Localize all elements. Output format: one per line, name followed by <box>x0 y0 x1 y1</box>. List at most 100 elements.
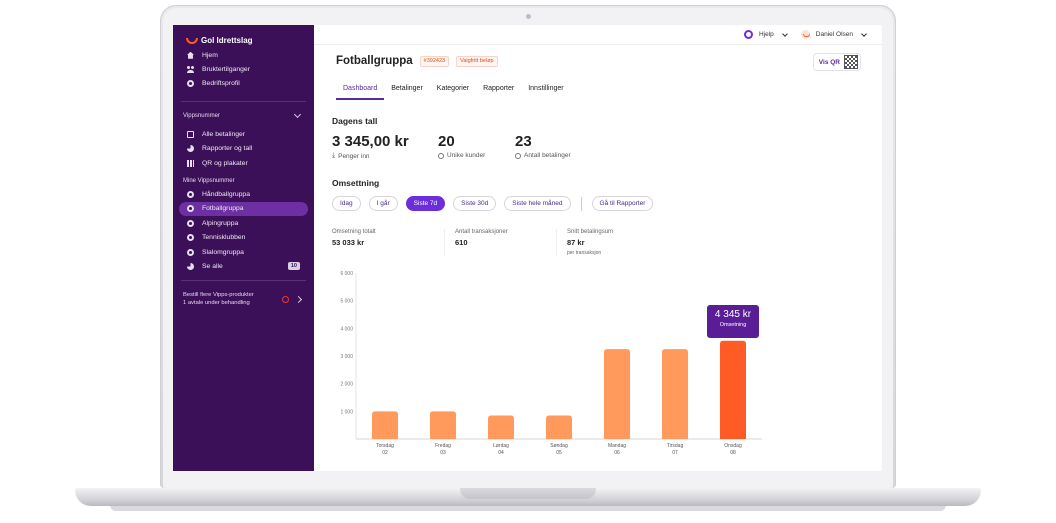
today-heading: Dagens tall <box>332 116 378 126</box>
tab-bar: Dashboard Betalinger Kategorier Rapporte… <box>336 81 571 100</box>
sidebar-divider <box>181 101 306 103</box>
download-icon: ⤓ <box>332 152 336 159</box>
y-tick-label: 4 000 <box>340 326 353 332</box>
go-to-reports-button[interactable]: Gå til Rapporter <box>591 196 654 211</box>
tab-dashboard[interactable]: Dashboard <box>336 81 385 100</box>
camera-icon <box>526 14 531 19</box>
sidebar-item-users[interactable]: Bruktertilganger <box>173 62 314 76</box>
eye-icon <box>438 152 444 159</box>
sidebar-item-company-profile[interactable]: Bedriftsprofil <box>173 77 314 91</box>
x-tick-label: Tirsdag <box>667 443 684 449</box>
filter-today[interactable]: Idag <box>332 196 361 211</box>
order-products-link[interactable]: Bestill flere Vipps-produkter 1 avtale u… <box>183 291 304 307</box>
tab-settings[interactable]: Innstillinger <box>528 85 564 92</box>
sidebar-item-label: Rapporter og tall <box>202 145 253 153</box>
filter-yesterday[interactable]: I går <box>368 196 398 211</box>
filter-last-month[interactable]: Siste hele måned <box>504 196 571 211</box>
tab-reports[interactable]: Rapporter <box>483 85 515 92</box>
pie-chart-icon <box>187 145 194 153</box>
gear-icon <box>187 80 194 88</box>
x-tick-label: Torsdag <box>376 443 394 449</box>
sidebar-item-label: Bedriftsprofil <box>202 80 240 88</box>
page-header: Fotballgruppa #392423 Valgfritt beløp <box>336 55 498 67</box>
check-circle-icon <box>515 152 521 159</box>
chevron-down-icon[interactable] <box>781 30 788 37</box>
org-brand[interactable]: Gol Idrettslag <box>173 25 314 45</box>
x-tick-label: 04 <box>498 450 504 456</box>
filter-last-30d[interactable]: Siste 30d <box>453 196 497 211</box>
y-tick-label: 5 000 <box>340 299 353 305</box>
list-icon <box>187 130 194 138</box>
chevron-down-icon[interactable] <box>861 30 867 37</box>
stat-value: 20 <box>438 133 455 150</box>
chart-bar <box>546 415 572 439</box>
y-tick-label: 2 000 <box>340 382 353 388</box>
laptop-base-shadow <box>110 505 946 511</box>
stat-unique-customers: 20 Unike kunder <box>438 133 485 159</box>
sidebar-item-label: Alpingruppa <box>202 219 239 227</box>
help-menu[interactable]: Hjelp <box>758 31 774 38</box>
kpi-label: Omsetning totalt <box>332 229 376 235</box>
x-tick-label: 05 <box>556 450 562 456</box>
sidebar-item-alpine[interactable]: Alpingruppa <box>173 216 314 230</box>
tab-categories[interactable]: Kategorier <box>436 85 470 92</box>
sidebar-item-all-payments[interactable]: Alle betalinger <box>173 127 314 141</box>
kpi-value: 53 033 kr <box>332 238 365 247</box>
x-tick-label: 06 <box>614 450 620 456</box>
order-subtitle: 1 avtale under behandling <box>183 300 250 306</box>
kpi-average: Snitt betalingsum 87 kr per transaksjon <box>556 229 668 256</box>
tooltip-value: 4 345 kr <box>714 308 752 320</box>
x-tick-label: 03 <box>440 450 446 456</box>
sidebar-item-label: Fotballgruppa <box>202 205 244 213</box>
vipps-number-icon <box>187 191 194 199</box>
x-tick-label: 07 <box>672 450 678 456</box>
stat-payment-count: 23 Antall betalinger <box>515 133 571 159</box>
x-tick-label: Fredag <box>435 443 451 449</box>
sidebar-item-tennis[interactable]: Tennisklubben <box>173 231 314 245</box>
sidebar-item-qr[interactable]: QR og plakater <box>173 156 314 170</box>
sidebar-item-label: Hjem <box>202 51 218 59</box>
pending-status-icon <box>282 295 289 303</box>
chart-bar <box>604 349 630 439</box>
stat-label: Penger inn <box>338 152 370 160</box>
vipps-section-toggle[interactable]: Vippsnummer <box>173 110 314 122</box>
main-content: Hjelp Daniel Olsen Fotballgruppa #392423… <box>314 25 882 471</box>
chart-bar <box>720 340 746 439</box>
kpi-value: 610 <box>455 238 468 247</box>
vipps-number-tag: #392423 <box>419 55 450 67</box>
chevron-down-icon <box>293 111 302 119</box>
kpi-label: Antall transaksjoner <box>455 229 508 235</box>
filter-last-7d[interactable]: Siste 7d <box>405 196 446 211</box>
sidebar-item-label: Tennisklubben <box>202 234 246 242</box>
revenue-heading: Omsettning <box>332 178 380 188</box>
x-tick-label: Onsdag <box>724 443 742 449</box>
vipps-number-icon <box>187 248 194 256</box>
app-screen: Gol Idrettslag Hjem Bruktertilganger Bed… <box>173 25 882 471</box>
sidebar-item-reports[interactable]: Rapporter og tall <box>173 142 314 156</box>
show-qr-button[interactable]: Vis QR <box>812 53 861 71</box>
revenue-kpis: Omsetning totalt 53 033 kr Antall transa… <box>332 229 668 256</box>
sidebar-item-slalom[interactable]: Slalomgruppa <box>173 245 314 259</box>
sidebar: Gol Idrettslag Hjem Bruktertilganger Bed… <box>173 25 314 471</box>
order-title: Bestill flere Vipps-produkter <box>183 292 254 298</box>
sidebar-item-handball[interactable]: Håndballgruppa <box>173 187 314 201</box>
y-tick-label: 1 000 <box>340 409 353 415</box>
sidebar-item-label: Slalomgruppa <box>202 248 244 256</box>
my-numbers-heading: Mine Vippsnummer <box>183 178 235 185</box>
chart-bar <box>662 349 688 439</box>
stat-revenue: 3 345,00 kr ⤓ Penger inn <box>332 133 409 160</box>
sidebar-item-home[interactable]: Hjem <box>173 48 314 62</box>
sidebar-item-see-all[interactable]: Se alle 10 <box>173 259 314 273</box>
tooltip-label: Omsetning <box>719 321 747 328</box>
amount-type-tag: Valgfritt beløp <box>456 55 498 67</box>
help-icon <box>743 30 753 39</box>
y-tick-label: 3 000 <box>340 354 353 360</box>
kpi-label: Snitt betalingsum <box>567 229 614 235</box>
sidebar-item-label: QR og plakater <box>202 159 248 167</box>
user-menu[interactable]: Daniel Olsen <box>815 31 853 38</box>
sidebar-item-football[interactable]: Fotballgruppa <box>179 201 308 217</box>
tab-payments[interactable]: Betalinger <box>391 85 423 92</box>
kpi-sublabel: per transaksjon <box>567 250 602 256</box>
vipps-logo-icon <box>185 35 198 45</box>
x-tick-label: 08 <box>730 450 736 456</box>
